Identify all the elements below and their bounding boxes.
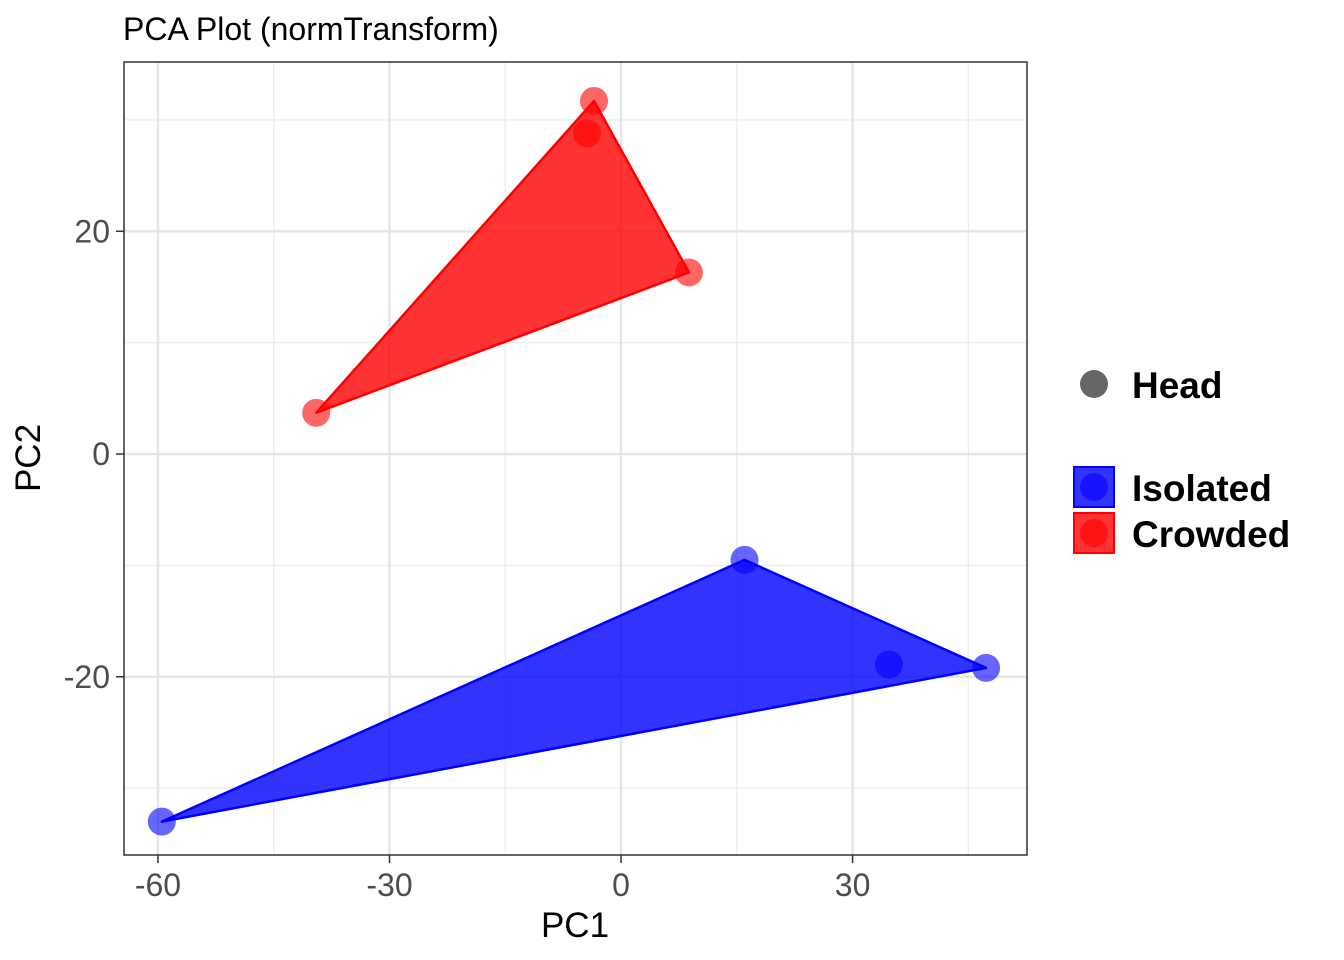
y-tick-label: 20: [74, 213, 110, 249]
y-tick-label: -20: [64, 659, 110, 695]
x-tick-label: 0: [612, 867, 630, 903]
data-points: [147, 86, 1001, 836]
data-point-crowded: [674, 258, 703, 287]
legend-shape-label: Head: [1132, 365, 1222, 406]
legend-label-crowded: Crowded: [1132, 514, 1290, 555]
legend-shape-key: [1080, 370, 1108, 398]
x-tick-label: 30: [835, 867, 871, 903]
group-hulls: [160, 99, 988, 823]
plot-panel-border: [123, 61, 1028, 856]
data-point-crowded: [573, 119, 602, 148]
y-axis-ticks: -20 0 20: [64, 213, 124, 695]
data-point-crowded: [302, 398, 331, 427]
legend: Head Isolated Crowded: [1073, 365, 1290, 555]
legend-key-point-crowded: [1080, 519, 1108, 547]
hull-isolated: [160, 558, 988, 823]
data-point-isolated: [730, 545, 759, 574]
hull-crowded: [314, 99, 691, 415]
grid-minor: [124, 62, 1027, 855]
chart-title: PCA Plot (normTransform): [123, 11, 499, 47]
legend-color-keys: Isolated Crowded: [1073, 466, 1290, 555]
data-point-isolated: [147, 807, 176, 836]
data-point-isolated: [972, 653, 1001, 682]
legend-label-isolated: Isolated: [1132, 468, 1272, 509]
x-tick-label: -60: [135, 867, 181, 903]
y-tick-label: 0: [92, 436, 110, 472]
legend-key-point-isolated: [1080, 473, 1108, 501]
x-axis-label: PC1: [541, 906, 609, 945]
y-axis-label: PC2: [9, 424, 48, 492]
x-tick-label: -30: [366, 867, 412, 903]
data-point-isolated: [874, 650, 903, 679]
x-axis-ticks: -60 -30 0 30: [135, 855, 871, 903]
data-point-crowded: [580, 86, 609, 115]
